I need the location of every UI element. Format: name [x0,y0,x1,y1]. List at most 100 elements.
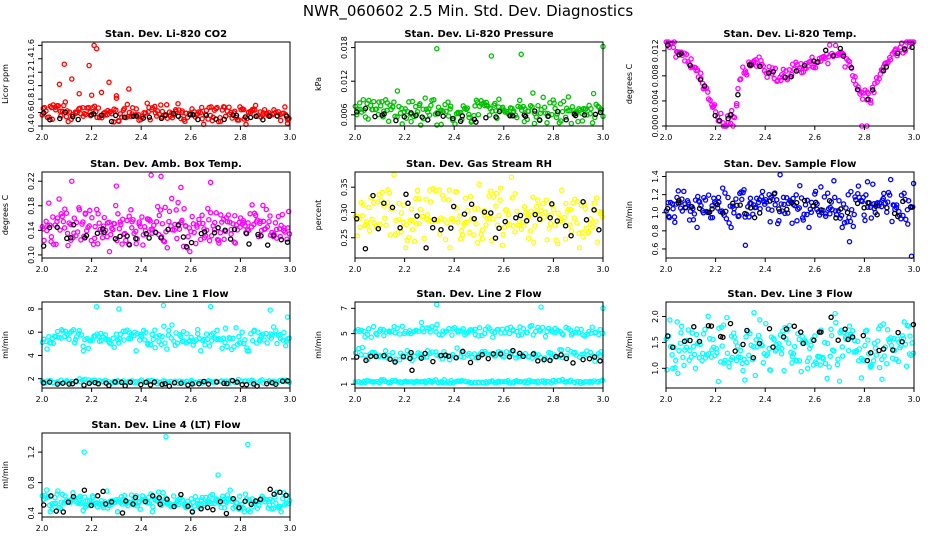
data-point [414,187,421,194]
data-point [532,211,538,218]
data-point [884,209,890,215]
data-point [263,380,270,387]
data-point [538,304,544,310]
data-point [822,213,829,220]
chart-panel-8: Stan. Dev. Line 2 Flow ml/min 2.0 2.2 2.4 2.6… [314,289,609,404]
data-point [277,489,283,496]
y-tick-label: 2 [27,376,36,381]
data-point [164,496,170,502]
data-point [57,505,64,512]
data-point [859,96,866,102]
data-point [387,356,393,362]
data-point [121,114,128,120]
data-point [831,348,837,354]
data-point [839,50,846,57]
data-point [567,222,573,228]
data-point [743,334,749,340]
data-point [496,96,502,102]
data-point [796,205,803,211]
data-point [811,337,817,344]
data-point [697,76,704,83]
data-point [479,348,485,355]
data-point [554,111,560,117]
y-axis-label: degrees C [625,63,634,104]
data-point [362,352,369,358]
data-point [113,107,119,113]
data-point [687,347,693,354]
y-axis-label: ml/min [625,331,634,359]
data-point [90,111,97,117]
data-point [867,97,874,103]
data-point [901,319,907,325]
data-point [54,215,61,221]
data-point [98,89,105,96]
data-point [69,113,76,120]
data-point [443,108,449,115]
data-point [536,216,543,223]
data-point [208,104,214,110]
data-point [70,493,77,500]
data-point [260,116,266,123]
data-point [788,73,794,80]
data-point [142,337,148,343]
data-point [726,220,732,226]
data-point [525,235,532,242]
data-point [512,228,518,235]
data-point [516,350,523,357]
data-point [845,336,851,343]
data-point [358,352,364,358]
data-point [756,210,763,216]
data-point [269,332,276,338]
data-point [507,113,513,119]
y-tick-label: 3 [340,356,349,361]
data-point [597,326,603,333]
data-point [724,314,730,321]
data-point [759,188,766,195]
y-tick-label: 1.6 [27,39,36,52]
data-point [146,235,152,241]
data-point [848,188,854,195]
data-point [757,63,763,70]
data-point [115,340,122,346]
data-point [874,211,880,218]
data-point [513,355,519,361]
data-point [715,194,722,201]
data-point [858,375,865,381]
data-point [175,100,181,107]
data-point [412,353,418,360]
data-point [236,493,243,499]
data-point [260,331,266,337]
data-point [854,86,861,93]
data-point [206,216,212,223]
data-point [767,219,773,225]
data-point [547,214,553,221]
data-point [138,381,144,388]
data-point [452,121,458,127]
data-point [41,237,47,244]
data-point [599,213,605,220]
y-tick-label: 0.8 [27,93,36,106]
data-point [876,364,883,371]
data-point [804,197,811,204]
data-point [97,226,103,233]
data-point [434,122,440,128]
x-tick-label: 2.0 [660,133,673,142]
data-point [687,62,693,69]
data-point [126,242,133,248]
data-point [694,224,700,231]
data-point [740,64,746,70]
data-point [502,218,508,225]
data-point [864,357,871,364]
data-point [669,344,676,351]
data-point [134,503,141,509]
data-point [736,213,742,219]
data-point [401,114,408,120]
data-point [490,334,496,340]
data-point [832,310,838,317]
x-tick-label: 3.0 [284,265,297,274]
data-point [76,90,82,97]
data-point [184,330,190,337]
data-point [706,209,712,216]
data-point [408,206,415,212]
data-point [431,97,437,103]
